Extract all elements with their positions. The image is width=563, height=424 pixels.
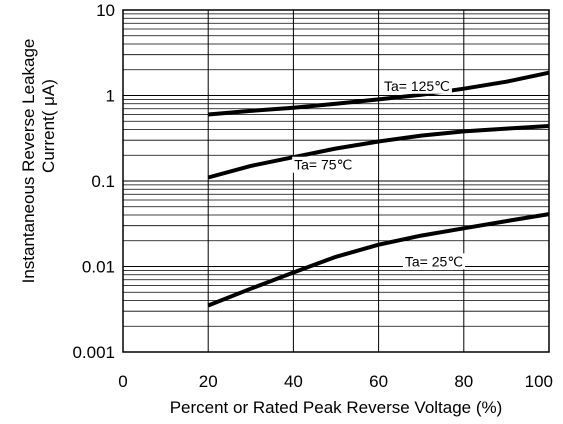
y-tick-label: 0.1 [91,172,115,191]
series-line-2 [207,212,550,308]
plot-border [122,9,550,353]
y-tick-label: 1 [106,87,115,106]
y-tick-label: 0.001 [72,343,115,362]
curve-label-0: Ta= 125℃ [384,78,450,94]
annotations: Ta= 125℃ Ta= 75℃ Ta= 25℃ [292,77,466,270]
x-tick-label: 20 [199,372,218,391]
curve-label-group-2: Ta= 25℃ [402,253,466,270]
series-line-0 [208,70,550,117]
y-axis-label-line-2: Current( μA) [39,79,58,173]
x-tick-label: 0 [118,372,127,391]
curve-label-group-0: Ta= 125℃ [381,77,452,94]
y-tick-labels: 0.001 0.01 0.1 1 10 [72,1,115,362]
x-tick-label: 60 [369,372,388,391]
y-tick-label: 0.01 [82,258,115,277]
curve-label-background [402,253,466,270]
curve-label-1: Ta= 75℃ [294,157,352,173]
y-axis-label-line-1: Instantaneous Reverse Leakage [19,39,38,284]
curve-label-2: Ta= 25℃ [405,253,463,269]
y-tick-label: 10 [96,1,115,20]
x-tick-label: 40 [284,372,303,391]
x-tick-labels: 0 20 40 60 80 100 [118,372,553,391]
curve-label-background [381,77,452,94]
x-tick-label: 100 [525,372,553,391]
x-axis-label: Percent or Rated Peak Reverse Voltage (%… [170,398,503,417]
x-tick-label: 80 [454,372,473,391]
series-group [207,70,550,308]
curve-label-background [292,156,355,173]
series-line-1 [207,124,550,180]
curve-label-group-1: Ta= 75℃ [292,156,355,173]
grid [123,10,549,352]
